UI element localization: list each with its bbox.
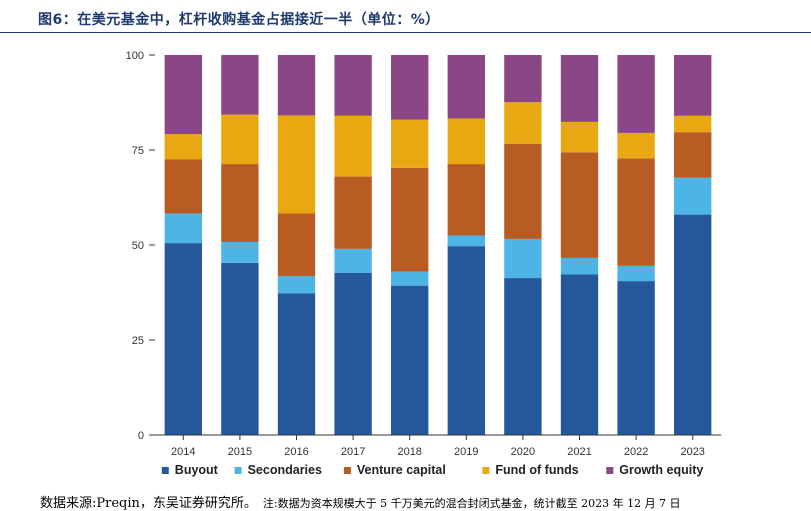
bar-segment-fund-of-funds — [334, 115, 372, 177]
x-tick-label: 2015 — [228, 446, 252, 458]
bar-segment-buyout — [447, 246, 485, 435]
bar-segment-venture-capital — [391, 167, 429, 272]
legend-label: Growth equity — [619, 463, 703, 477]
bar-segment-fund-of-funds — [164, 134, 202, 160]
bar-segment-secondaries — [617, 265, 655, 282]
source-text: 数据来源:Preqin，东吴证券研究所。 — [40, 496, 257, 511]
bar-segment-fund-of-funds — [277, 115, 316, 214]
legend-label: Buyout — [175, 463, 219, 477]
bar-segment-secondaries — [164, 213, 202, 244]
bar-segment-venture-capital — [164, 159, 202, 214]
bar-segment-buyout — [674, 214, 712, 435]
legend-label: Fund of funds — [495, 463, 578, 477]
bar-segment-buyout — [504, 278, 542, 435]
bar-segment-growth-equity — [391, 55, 429, 120]
legend-swatch — [161, 467, 169, 474]
x-tick-label: 2014 — [171, 446, 195, 458]
bar-segment-growth-equity — [504, 55, 542, 103]
bar-segment-growth-equity — [164, 55, 202, 135]
source-footer: 数据来源:Preqin，东吴证券研究所。 注:数据为资本规模大于 5 千万美元的混… — [40, 492, 681, 511]
legend-swatch — [606, 467, 614, 474]
legend-label: Venture capital — [357, 463, 446, 477]
y-tick-label: 25 — [132, 335, 144, 347]
x-tick-label: 2023 — [680, 446, 704, 458]
bar-segment-growth-equity — [447, 55, 485, 119]
bar-segment-fund-of-funds — [447, 118, 485, 165]
bar-segment-venture-capital — [447, 164, 485, 236]
bar-segment-buyout — [334, 272, 372, 435]
bar-segment-growth-equity — [560, 55, 599, 122]
y-tick-label: 75 — [132, 145, 144, 157]
bar-segment-buyout — [164, 243, 202, 435]
bar-segment-fund-of-funds — [560, 121, 599, 153]
bar-segment-secondaries — [334, 248, 372, 273]
bar-segment-growth-equity — [617, 55, 655, 133]
x-tick-label: 2018 — [397, 446, 421, 458]
bar-segment-secondaries — [221, 241, 259, 263]
bar-segment-secondaries — [674, 177, 712, 215]
y-tick-label: 50 — [132, 240, 144, 252]
legend-swatch — [482, 467, 490, 474]
bar-segments — [164, 55, 712, 435]
legend-label: Secondaries — [248, 463, 322, 477]
bar-segment-venture-capital — [334, 176, 372, 249]
bar-segment-venture-capital — [674, 132, 712, 178]
x-axis-tick-labels: 2014 2015 2016 2017 2018 2019 2020 2021 2022 2023 — [171, 435, 705, 458]
bar-segment-growth-equity — [221, 55, 259, 115]
y-tick-label: 100 — [126, 50, 144, 62]
y-axis-ticks: 0 25 50 75 100 — [126, 50, 155, 442]
bar-segment-venture-capital — [221, 164, 259, 242]
bar-segment-fund-of-funds — [674, 115, 712, 133]
bar-segment-growth-equity — [277, 55, 316, 116]
x-tick-label: 2021 — [567, 446, 591, 458]
bar-segment-secondaries — [391, 271, 429, 286]
bar-segment-fund-of-funds — [391, 119, 429, 168]
bar-segment-venture-capital — [617, 158, 655, 266]
bar-segment-buyout — [391, 285, 429, 435]
bar-segment-buyout — [560, 274, 599, 435]
bar-segment-buyout — [221, 262, 259, 435]
bar-segment-fund-of-funds — [504, 102, 542, 144]
bar-segment-buyout — [617, 281, 655, 435]
note-text: 注:数据为资本规模大于 5 千万美元的混合封闭式基金，统计截至 2023 年 1… — [262, 497, 681, 510]
bar-segment-secondaries — [560, 257, 599, 275]
figure-title: 图6：在美元基金中，杠杆收购基金占据接近一半（单位：%） — [38, 12, 440, 28]
y-tick-label: 0 — [138, 430, 144, 442]
bar-segment-secondaries — [447, 235, 485, 247]
bar-segment-venture-capital — [504, 143, 542, 239]
bar-segment-secondaries — [504, 238, 542, 279]
bar-segment-venture-capital — [277, 213, 316, 277]
x-tick-label: 2022 — [624, 446, 648, 458]
bar-segment-venture-capital — [560, 152, 599, 258]
x-tick-label: 2017 — [341, 446, 365, 458]
legend: Buyout Secondaries Venture capital Fund of … — [161, 463, 703, 477]
bar-segment-growth-equity — [334, 55, 372, 116]
x-tick-label: 2020 — [511, 446, 535, 458]
bar-segment-fund-of-funds — [221, 114, 259, 165]
legend-swatch — [343, 467, 351, 474]
bar-segment-growth-equity — [674, 55, 712, 116]
bar-segment-fund-of-funds — [617, 132, 655, 159]
legend-swatch — [234, 467, 242, 474]
x-tick-label: 2019 — [454, 446, 478, 458]
bar-segment-secondaries — [277, 276, 316, 294]
bar-segment-buyout — [277, 293, 316, 435]
x-tick-label: 2016 — [284, 446, 308, 458]
title-divider — [0, 32, 811, 33]
